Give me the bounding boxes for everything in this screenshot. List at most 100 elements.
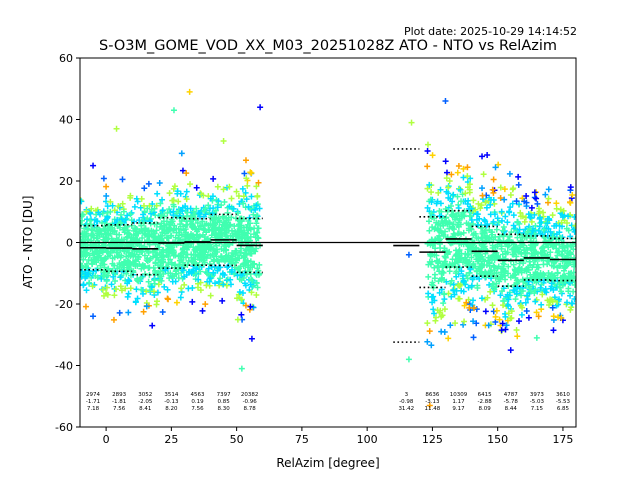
scatter-point — [469, 240, 476, 247]
scatter-point — [464, 275, 471, 282]
scatter-point — [175, 274, 182, 281]
scatter-point — [103, 231, 110, 238]
scatter-point — [466, 270, 473, 277]
scatter-point — [168, 245, 175, 252]
scatter-point — [120, 226, 127, 233]
scatter-point — [81, 230, 88, 237]
scatter-point — [522, 299, 529, 306]
scatter-point — [156, 277, 163, 284]
scatter-point — [250, 211, 257, 218]
scatter-point — [490, 236, 497, 243]
scatter-point — [124, 280, 131, 287]
scatter-point — [460, 278, 467, 285]
scatter-point — [200, 225, 207, 232]
scatter-point — [243, 196, 250, 203]
scatter-point — [571, 214, 576, 221]
scatter-point — [527, 214, 534, 221]
scatter-point — [509, 246, 516, 253]
scatter-point — [558, 219, 565, 226]
scatter-point — [80, 211, 86, 218]
x-tick-label: 125 — [422, 433, 443, 446]
scatter-point — [462, 190, 469, 197]
scatter-point — [431, 275, 438, 282]
scatter-point — [242, 157, 249, 164]
scatter-point — [186, 268, 193, 275]
scatter-point — [214, 258, 221, 265]
scatter-point — [528, 204, 535, 211]
bin-mean-label: -0.13 — [164, 399, 179, 405]
scatter-point — [187, 205, 194, 212]
scatter-point — [510, 212, 517, 219]
scatter-point — [215, 215, 222, 222]
x-tick-label: 50 — [230, 433, 244, 446]
scatter-point — [505, 283, 512, 290]
scatter-point — [488, 267, 495, 274]
scatter-point — [245, 262, 252, 269]
scatter-point — [161, 213, 168, 220]
scatter-point — [145, 278, 152, 285]
scatter-point — [438, 276, 445, 283]
scatter-point — [186, 235, 193, 242]
scatter-point — [205, 202, 212, 209]
scatter-point — [476, 268, 483, 275]
scatter-point — [531, 290, 538, 297]
scatter-point — [550, 313, 557, 320]
scatter-point — [513, 227, 520, 234]
scatter-point — [457, 186, 464, 193]
scatter-point — [182, 203, 189, 210]
scatter-point — [468, 282, 475, 289]
scatter-point — [434, 307, 441, 314]
scatter-point — [182, 233, 189, 240]
scatter-point — [440, 233, 447, 240]
scatter-point — [227, 276, 234, 283]
scatter-point — [117, 254, 124, 261]
scatter-point — [183, 188, 190, 195]
scatter-point — [111, 262, 118, 269]
scatter-point — [201, 234, 208, 241]
scatter-point — [445, 335, 452, 342]
scatter-point — [507, 191, 514, 198]
scatter-point — [127, 211, 134, 218]
scatter-point — [531, 249, 538, 256]
scatter-point — [451, 291, 458, 298]
scatter-point — [120, 208, 127, 215]
scatter-point — [549, 243, 556, 250]
scatter-point — [114, 216, 121, 223]
scatter-point — [455, 295, 462, 302]
bin-std-label: 8.78 — [244, 406, 257, 412]
scatter-point — [515, 269, 522, 276]
scatter-point — [204, 243, 211, 250]
scatter-point — [140, 211, 147, 218]
scatter-point — [89, 227, 96, 234]
scatter-point — [215, 278, 222, 285]
scatter-point — [558, 315, 565, 322]
axes: 0 25 50 75 100 125 150 175 -60 -40 -20 0 20 40 60 — [55, 52, 573, 446]
scatter-point — [498, 245, 505, 252]
scatter-point — [191, 246, 198, 253]
scatter-point — [207, 292, 214, 299]
scatter-point — [229, 266, 236, 273]
bin-count-label: 3610 — [556, 392, 570, 398]
scatter-point — [537, 249, 544, 256]
scatter-point — [229, 249, 236, 256]
scatter-point — [443, 214, 450, 221]
scatter-point — [476, 215, 483, 222]
scatter-point — [150, 231, 157, 238]
scatter-point — [425, 290, 432, 297]
scatter-point — [169, 273, 176, 280]
scatter-point — [216, 231, 223, 238]
scatter-point — [87, 221, 94, 228]
scatter-point — [160, 238, 167, 245]
bin-mean-label: -3.13 — [425, 399, 440, 405]
bin-std-label: 7.18 — [87, 406, 100, 412]
scatter-point — [99, 249, 106, 256]
scatter-point — [207, 275, 214, 282]
scatter-point — [471, 230, 478, 237]
scatter-point — [92, 273, 99, 280]
scatter-point — [207, 195, 214, 202]
plot-date-label: Plot date: 2025-10-29 14:14:52 — [404, 25, 577, 38]
scatter-point — [530, 276, 537, 283]
scatter-point — [534, 270, 541, 277]
scatter-point — [494, 215, 501, 222]
scatter-point — [181, 281, 188, 288]
